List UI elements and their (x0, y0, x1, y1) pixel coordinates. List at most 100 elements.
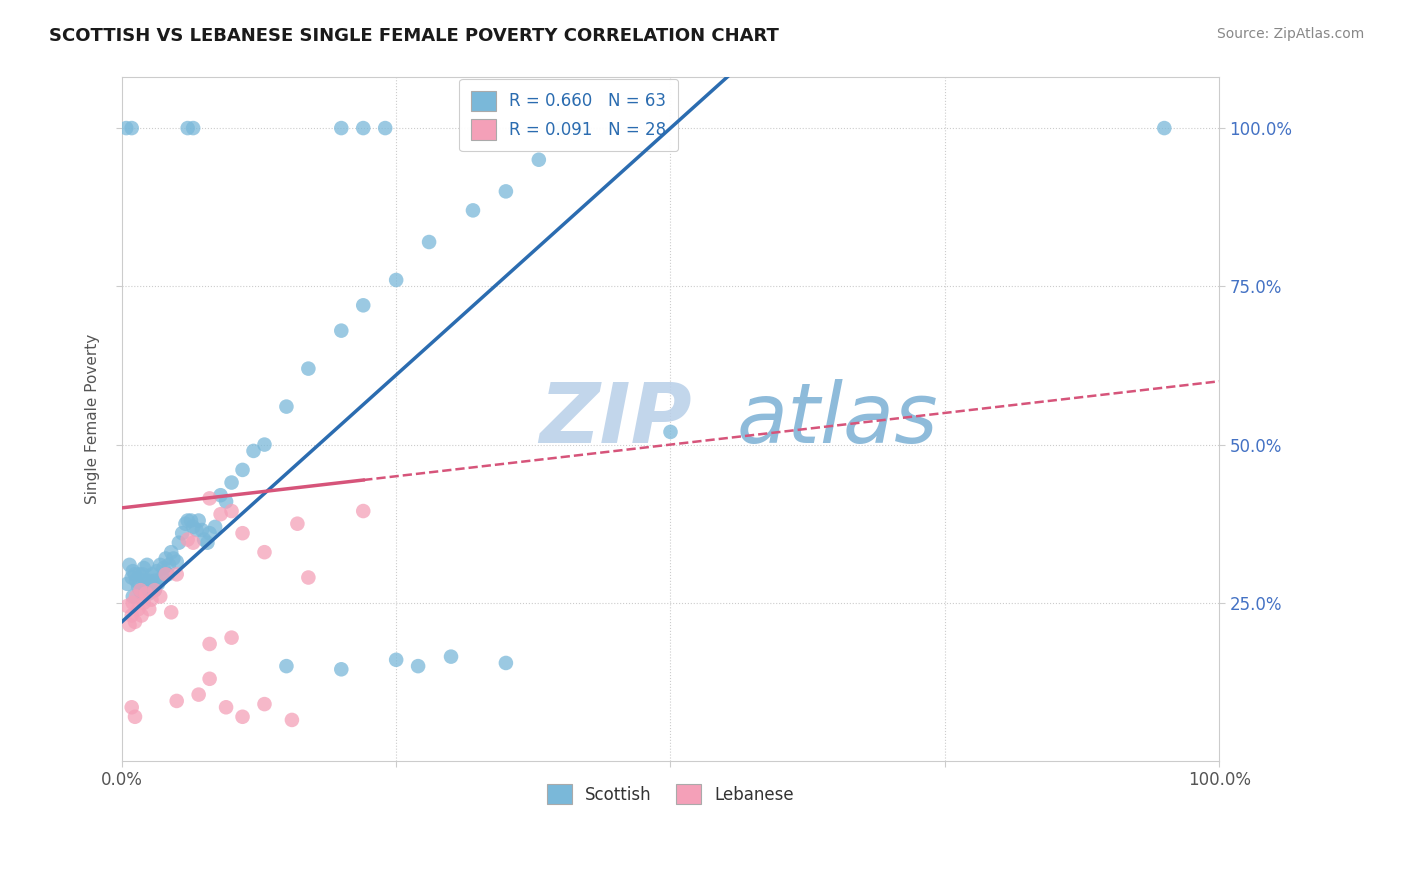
Point (231, 710, 253, 724)
Point (115, 121, 138, 136)
Point (385, 653, 408, 667)
Point (157, 558, 180, 572)
Point (197, 535, 219, 549)
Point (149, 590, 172, 604)
Point (374, 121, 396, 136)
Point (1153, 121, 1175, 136)
Point (176, 533, 198, 547)
Point (495, 656, 517, 670)
Point (176, 121, 198, 136)
Point (121, 570, 143, 584)
Point (118, 558, 141, 572)
Point (527, 153, 550, 167)
Point (121, 590, 143, 604)
Point (198, 637, 221, 651)
Point (204, 520, 226, 534)
Point (440, 649, 463, 664)
Point (121, 596, 143, 610)
Point (155, 551, 177, 566)
Point (550, 121, 572, 136)
Point (135, 574, 157, 588)
Point (253, 437, 276, 451)
Point (131, 608, 153, 623)
Point (166, 694, 188, 708)
Point (198, 526, 221, 541)
Point (118, 618, 141, 632)
Point (231, 463, 253, 477)
Point (187, 688, 209, 702)
Y-axis label: Single Female Poverty: Single Female Poverty (86, 334, 100, 504)
Point (166, 555, 188, 569)
Point (135, 586, 157, 600)
Point (221, 631, 243, 645)
Point (209, 507, 232, 521)
Text: atlas: atlas (737, 379, 938, 459)
Text: SCOTTISH VS LEBANESE SINGLE FEMALE POVERTY CORRELATION CHART: SCOTTISH VS LEBANESE SINGLE FEMALE POVER… (49, 27, 779, 45)
Point (176, 514, 198, 528)
Point (131, 586, 153, 600)
Point (132, 596, 155, 610)
Point (146, 577, 169, 591)
Point (117, 577, 139, 591)
Point (128, 567, 150, 582)
Point (117, 599, 139, 613)
Point (156, 567, 179, 582)
Point (221, 504, 243, 518)
Point (198, 491, 221, 506)
Point (330, 121, 353, 136)
Point (187, 514, 209, 528)
Point (143, 574, 166, 588)
Point (146, 564, 169, 578)
Point (215, 494, 238, 508)
Point (193, 533, 215, 547)
Point (659, 425, 682, 439)
Point (330, 662, 353, 676)
Point (141, 577, 163, 591)
Point (253, 697, 276, 711)
Point (221, 475, 243, 490)
Point (162, 551, 184, 566)
Point (191, 523, 214, 537)
Point (461, 203, 484, 218)
Point (155, 567, 177, 582)
Point (129, 583, 152, 598)
Point (131, 567, 153, 582)
Point (152, 570, 174, 584)
Point (141, 592, 163, 607)
Point (231, 526, 253, 541)
Point (281, 713, 304, 727)
Point (418, 235, 440, 249)
Point (276, 400, 298, 414)
Point (129, 583, 152, 598)
Point (124, 567, 146, 582)
Point (181, 535, 204, 549)
Point (125, 574, 148, 588)
Point (132, 580, 155, 594)
Point (138, 574, 160, 588)
Text: Source: ZipAtlas.com: Source: ZipAtlas.com (1216, 27, 1364, 41)
Point (160, 545, 183, 559)
Point (181, 520, 204, 534)
Point (124, 710, 146, 724)
Point (138, 586, 160, 600)
Point (167, 535, 190, 549)
Point (253, 545, 276, 559)
Point (215, 700, 238, 714)
Point (149, 558, 172, 572)
Point (209, 488, 232, 502)
Point (138, 602, 160, 616)
Point (143, 583, 166, 598)
Point (143, 583, 166, 598)
Point (124, 615, 146, 629)
Point (132, 561, 155, 575)
Point (152, 561, 174, 575)
Point (406, 659, 429, 673)
Legend: Scottish, Lebanese: Scottish, Lebanese (537, 774, 804, 814)
Point (276, 659, 298, 673)
Point (571, 121, 593, 136)
Point (352, 298, 374, 312)
Point (181, 121, 204, 136)
Point (385, 273, 408, 287)
Point (198, 672, 221, 686)
Point (186, 523, 208, 537)
